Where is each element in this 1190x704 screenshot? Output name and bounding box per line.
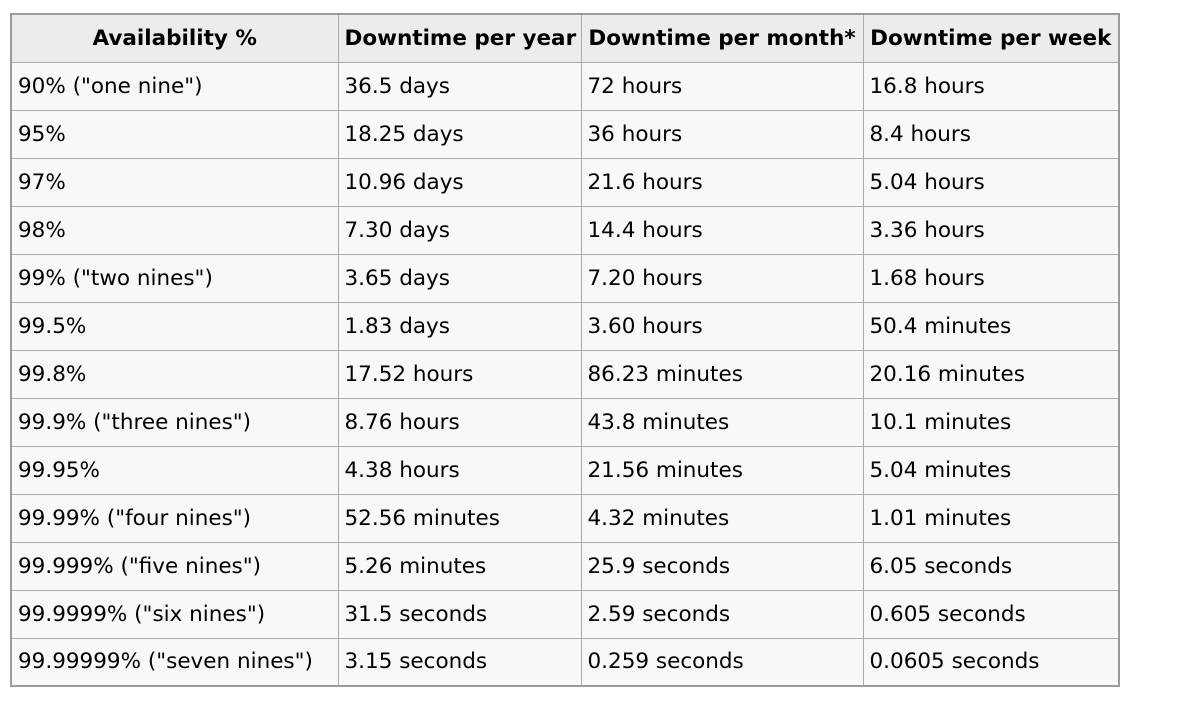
downtime-year-cell: 52.56 minutes — [337, 493, 582, 543]
downtime-week-cell: 16.8 hours — [862, 61, 1120, 111]
downtime-week-cell: 0.605 seconds — [862, 589, 1120, 639]
downtime-month-cell: 3.60 hours — [580, 301, 864, 351]
table-row: 98% 7.30 days 14.4 hours 3.36 hours — [10, 205, 1120, 255]
availability-cell: 99.8% — [10, 349, 339, 399]
downtime-week-cell: 1.01 minutes — [862, 493, 1120, 543]
table-row: 95% 18.25 days 36 hours 8.4 hours — [10, 109, 1120, 159]
availability-cell: 99.9% ("three nines") — [10, 397, 339, 447]
downtime-month-cell: 7.20 hours — [580, 253, 864, 303]
header-row: Availability % Downtime per year Downtim… — [10, 13, 1120, 63]
header-availability: Availability % — [10, 13, 339, 63]
availability-cell: 98% — [10, 205, 339, 255]
downtime-week-cell: 1.68 hours — [862, 253, 1120, 303]
availability-cell: 90% ("one nine") — [10, 61, 339, 111]
downtime-year-cell: 18.25 days — [337, 109, 582, 159]
downtime-week-cell: 0.0605 seconds — [862, 637, 1120, 687]
downtime-month-cell: 21.56 minutes — [580, 445, 864, 495]
downtime-year-cell: 5.26 minutes — [337, 541, 582, 591]
downtime-year-cell: 36.5 days — [337, 61, 582, 111]
downtime-week-cell: 50.4 minutes — [862, 301, 1120, 351]
table-header: Availability % Downtime per year Downtim… — [10, 13, 1120, 63]
header-downtime-year: Downtime per year — [337, 13, 582, 63]
availability-cell: 99% ("two nines") — [10, 253, 339, 303]
availability-cell: 95% — [10, 109, 339, 159]
header-downtime-week: Downtime per week — [862, 13, 1120, 63]
downtime-month-cell: 4.32 minutes — [580, 493, 864, 543]
table-row: 99.99999% ("seven nines") 3.15 seconds 0… — [10, 637, 1120, 687]
availability-cell: 99.99% ("four nines") — [10, 493, 339, 543]
downtime-year-cell: 7.30 days — [337, 205, 582, 255]
downtime-week-cell: 3.36 hours — [862, 205, 1120, 255]
table-row: 97% 10.96 days 21.6 hours 5.04 hours — [10, 157, 1120, 207]
downtime-month-cell: 25.9 seconds — [580, 541, 864, 591]
table-row: 99.9% ("three nines") 8.76 hours 43.8 mi… — [10, 397, 1120, 447]
downtime-month-cell: 21.6 hours — [580, 157, 864, 207]
downtime-year-cell: 4.38 hours — [337, 445, 582, 495]
downtime-month-cell: 2.59 seconds — [580, 589, 864, 639]
availability-cell: 99.95% — [10, 445, 339, 495]
table-row: 90% ("one nine") 36.5 days 72 hours 16.8… — [10, 61, 1120, 111]
downtime-year-cell: 3.15 seconds — [337, 637, 582, 687]
availability-cell: 97% — [10, 157, 339, 207]
downtime-week-cell: 6.05 seconds — [862, 541, 1120, 591]
availability-cell: 99.99999% ("seven nines") — [10, 637, 339, 687]
downtime-year-cell: 3.65 days — [337, 253, 582, 303]
table-row: 99.8% 17.52 hours 86.23 minutes 20.16 mi… — [10, 349, 1120, 399]
downtime-year-cell: 1.83 days — [337, 301, 582, 351]
downtime-week-cell: 8.4 hours — [862, 109, 1120, 159]
table-row: 99.95% 4.38 hours 21.56 minutes 5.04 min… — [10, 445, 1120, 495]
downtime-month-cell: 14.4 hours — [580, 205, 864, 255]
availability-cell: 99.9999% ("six nines") — [10, 589, 339, 639]
downtime-week-cell: 5.04 minutes — [862, 445, 1120, 495]
downtime-month-cell: 43.8 minutes — [580, 397, 864, 447]
downtime-week-cell: 20.16 minutes — [862, 349, 1120, 399]
downtime-year-cell: 17.52 hours — [337, 349, 582, 399]
availability-cell: 99.999% ("five nines") — [10, 541, 339, 591]
availability-table: Availability % Downtime per year Downtim… — [10, 13, 1120, 687]
downtime-week-cell: 5.04 hours — [862, 157, 1120, 207]
table-row: 99.99% ("four nines") 52.56 minutes 4.32… — [10, 493, 1120, 543]
downtime-month-cell: 72 hours — [580, 61, 864, 111]
header-downtime-month: Downtime per month* — [580, 13, 864, 63]
downtime-month-cell: 36 hours — [580, 109, 864, 159]
downtime-week-cell: 10.1 minutes — [862, 397, 1120, 447]
table-row: 99.5% 1.83 days 3.60 hours 50.4 minutes — [10, 301, 1120, 351]
availability-cell: 99.5% — [10, 301, 339, 351]
downtime-year-cell: 31.5 seconds — [337, 589, 582, 639]
table-row: 99% ("two nines") 3.65 days 7.20 hours 1… — [10, 253, 1120, 303]
table-row: 99.9999% ("six nines") 31.5 seconds 2.59… — [10, 589, 1120, 639]
downtime-year-cell: 8.76 hours — [337, 397, 582, 447]
downtime-month-cell: 0.259 seconds — [580, 637, 864, 687]
downtime-year-cell: 10.96 days — [337, 157, 582, 207]
table-body: 90% ("one nine") 36.5 days 72 hours 16.8… — [10, 61, 1120, 687]
table-row: 99.999% ("five nines") 5.26 minutes 25.9… — [10, 541, 1120, 591]
downtime-month-cell: 86.23 minutes — [580, 349, 864, 399]
